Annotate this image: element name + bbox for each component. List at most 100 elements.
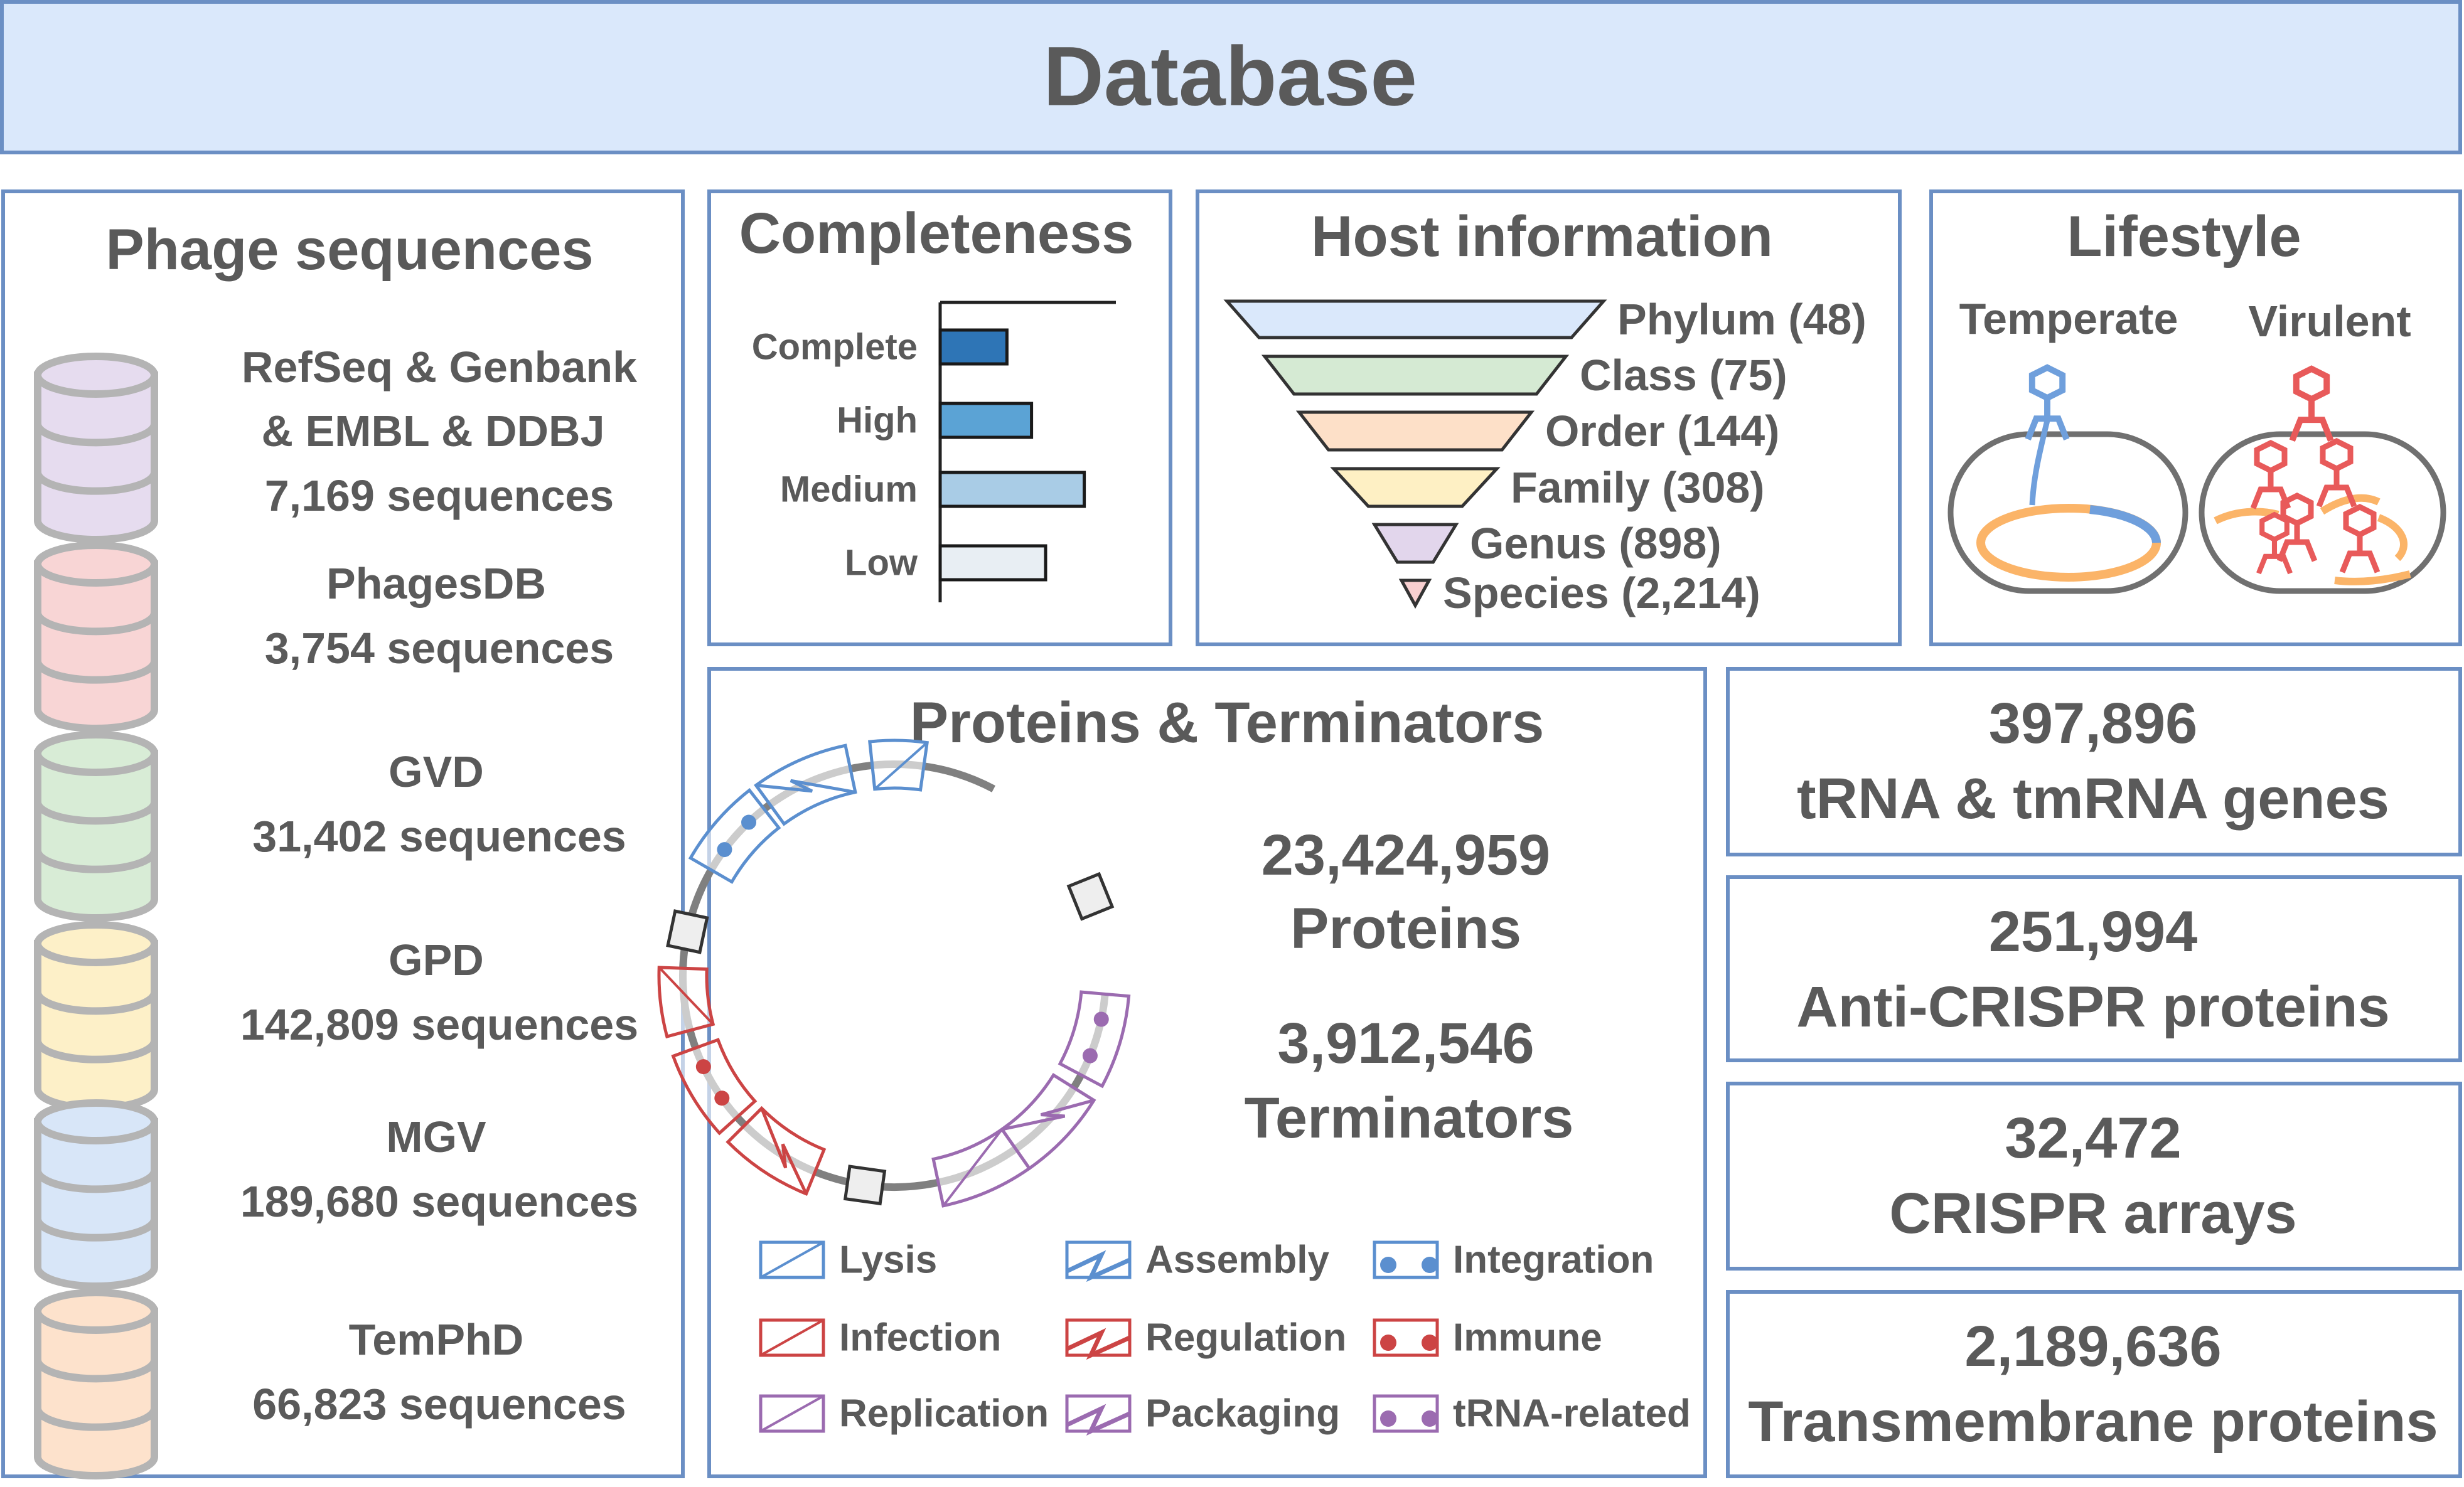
header-banner: Database xyxy=(0,0,2462,154)
source-name: & EMBL & DDBJ xyxy=(261,407,604,456)
integrated-prophage xyxy=(2089,505,2161,543)
temperate-label: Temperate xyxy=(1959,294,2178,343)
completeness-title: Completeness xyxy=(739,201,1134,265)
legend-glyph-icon xyxy=(759,1240,825,1279)
completeness-panel: Completeness Complete High Medium Low xyxy=(707,189,1172,646)
stat-count: 251,994 xyxy=(1989,900,2198,964)
source-item: PhagesDB 3,754 sequences xyxy=(34,541,614,732)
source-item: TemPhD 66,823 sequences xyxy=(34,1289,626,1479)
header-title: Database xyxy=(1043,30,1417,124)
lifestyle-illustration xyxy=(1947,364,2446,594)
source-count: 3,754 sequences xyxy=(265,624,614,673)
terminator-label: Terminators xyxy=(1245,1086,1574,1150)
stat-panel: 251,994 Anti-CRISPR proteins xyxy=(1726,875,2462,1062)
stat-label: Anti-CRISPR proteins xyxy=(1796,975,2390,1039)
stat-label: CRISPR arrays xyxy=(1889,1181,2296,1245)
stat-count: 2,189,636 xyxy=(1964,1314,2221,1378)
gene-assembly xyxy=(754,744,857,826)
source-name: RefSeq & Genbank xyxy=(242,343,637,392)
legend-label: tRNA-related xyxy=(1453,1392,1691,1436)
funnel-level xyxy=(1295,410,1535,452)
genome-fragment xyxy=(2377,514,2408,562)
proteins-panel: Proteins & Terminators 23,424,959 Protei… xyxy=(657,667,1707,1478)
funnel-level xyxy=(1330,467,1501,508)
legend-glyph-icon xyxy=(1373,1318,1439,1357)
legend-label: Integration xyxy=(1453,1239,1654,1282)
source-count: 7,169 sequences xyxy=(265,471,614,520)
gene-trna-related xyxy=(1058,990,1131,1089)
funnel-level xyxy=(1223,299,1607,339)
genome-map xyxy=(657,738,1131,1208)
legend-glyph-icon xyxy=(1065,1318,1132,1360)
protein-count: 23,424,959 xyxy=(1261,823,1550,887)
virulent-label: Virulent xyxy=(2248,297,2411,346)
funnel-level-label: Phylum (48) xyxy=(1617,295,1867,344)
legend-glyph-icon xyxy=(1373,1394,1439,1433)
legend-label: Infection xyxy=(839,1316,1001,1360)
completeness-bar xyxy=(938,402,1034,439)
database-icon xyxy=(34,1289,158,1479)
source-item: MGV 189,680 sequences xyxy=(34,1099,638,1290)
legend-glyph-icon xyxy=(759,1318,825,1357)
legend-item: Replication xyxy=(759,1392,1049,1436)
gene-infection xyxy=(657,966,715,1039)
legend-item: Lysis xyxy=(759,1239,937,1282)
phage-icon xyxy=(2256,511,2293,575)
funnel-level-label: Family (308) xyxy=(1511,463,1765,512)
legend-item: tRNA-related xyxy=(1373,1392,1691,1436)
protein-label: Proteins xyxy=(1290,897,1521,961)
phage-icon xyxy=(2316,437,2357,508)
source-count: 142,809 sequences xyxy=(240,1000,638,1049)
stat-box xyxy=(1726,1290,2462,1478)
source-item: RefSeq & Genbank & EMBL & DDBJ 7,169 seque… xyxy=(34,343,637,543)
terminator-count: 3,912,546 xyxy=(1277,1011,1534,1075)
legend-glyph-icon xyxy=(1373,1240,1439,1279)
stat-label: tRNA & tmRNA genes xyxy=(1797,767,2389,831)
host-information-panel: Host information Phylum (48) Class (75) Or… xyxy=(1196,189,1902,646)
terminator-icon xyxy=(666,909,709,954)
source-name: MGV xyxy=(386,1112,486,1161)
completeness-bar-label: Medium xyxy=(780,469,918,510)
database-icon xyxy=(34,541,158,732)
source-count: 66,823 sequences xyxy=(252,1380,626,1429)
funnel-level-label: Species (2,214) xyxy=(1443,568,1760,617)
completeness-bar xyxy=(938,328,1009,366)
legend-label: Immune xyxy=(1453,1316,1602,1360)
virulent-cell xyxy=(2199,431,2446,594)
gene-immune xyxy=(671,1038,758,1136)
stat-count: 32,472 xyxy=(2005,1106,2181,1170)
completeness-bar-label: Complete xyxy=(752,327,918,368)
source-item: GVD 31,402 sequences xyxy=(34,731,626,922)
lifestyle-panel: Lifestyle Temperate Virulent xyxy=(1929,189,2462,646)
proteins-title: Proteins & Terminators xyxy=(910,691,1545,755)
terminator-icon xyxy=(843,1165,887,1206)
phage-icon xyxy=(2025,364,2070,441)
stat-count: 397,896 xyxy=(1989,691,2198,755)
source-count: 31,402 sequences xyxy=(252,812,626,861)
completeness-bar xyxy=(938,544,1047,582)
completeness-bar-label: Low xyxy=(845,543,918,584)
phage-icon xyxy=(2289,365,2334,442)
funnel-level-label: Genus (898) xyxy=(1470,519,1722,568)
database-icon xyxy=(34,353,158,543)
database-icon xyxy=(34,921,158,1112)
stats-panels: 397,896 tRNA & tmRNA genes 251,994 Anti-CRI… xyxy=(1726,667,2462,1478)
gene-replication xyxy=(931,1127,1032,1208)
completeness-chart: Complete High Medium Low xyxy=(752,301,1116,602)
function-legend: Lysis Assembly Integration Infection Regulat… xyxy=(759,1239,1691,1436)
phage-sequences-title: Phage sequences xyxy=(105,218,593,282)
completeness-bar xyxy=(938,471,1086,508)
legend-glyph-icon xyxy=(1065,1394,1132,1436)
phage-sequences-panel: Phage sequences RefSeq & Genbank & EMBL &… xyxy=(1,189,685,1479)
host-information-title: Host information xyxy=(1311,205,1773,269)
funnel-level xyxy=(1371,523,1459,564)
phage-icon xyxy=(2276,492,2318,562)
gene-regulation xyxy=(726,1106,827,1196)
legend-item: Regulation xyxy=(1065,1316,1346,1360)
host-funnel: Phylum (48) Class (75) Order (144) Family (… xyxy=(1223,295,1867,617)
proteins-box xyxy=(707,667,1707,1478)
terminator-icon xyxy=(1066,871,1115,921)
stat-panel: 32,472 CRISPR arrays xyxy=(1726,1082,2462,1271)
legend-item: Infection xyxy=(759,1316,1001,1360)
